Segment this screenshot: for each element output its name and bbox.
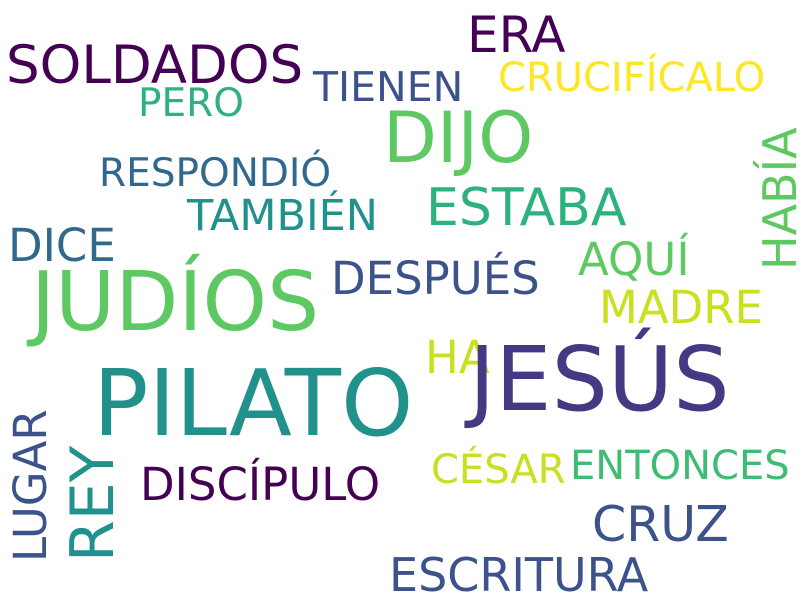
word-madre: MADRE — [599, 281, 763, 334]
word-jesus: JESÚS — [469, 327, 730, 431]
word-pero: PERO — [138, 81, 244, 126]
word-era: ERA — [467, 6, 566, 64]
word-dijo: DIJO — [383, 97, 534, 179]
word-despues: DESPUÉS — [331, 252, 540, 305]
word-rey: REY — [58, 445, 128, 562]
word-tienen: TIENEN — [313, 63, 464, 111]
word-discipulo: DISCÍPULO — [140, 458, 381, 511]
word-tambien: TAMBIÉN — [187, 191, 378, 241]
word-ha: HA — [425, 331, 490, 384]
word-soldados: SOLDADOS — [6, 35, 304, 96]
word-crucificalo: CRUCIFÍCALO — [498, 55, 766, 101]
word-escritura: ESCRITURA — [389, 548, 649, 602]
word-estaba: ESTABA — [426, 178, 627, 238]
word-judios: JUDÍOS — [31, 255, 320, 350]
word-respondio: RESPONDIÓ — [99, 151, 332, 196]
word-aqui: AQUÍ — [578, 233, 690, 286]
word-pilato: PILATO — [93, 350, 414, 457]
word-dice: DICE — [8, 219, 116, 272]
word-cesar: CÉSAR — [431, 447, 566, 493]
word-habia: HABÍA — [753, 127, 800, 270]
word-entonces: ENTONCES — [570, 443, 790, 489]
word-cruz: CRUZ — [592, 496, 729, 553]
word-lugar: LUGAR — [4, 409, 57, 562]
